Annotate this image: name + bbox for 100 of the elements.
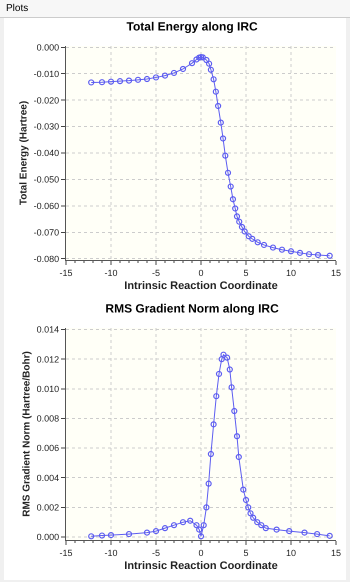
point bbox=[234, 433, 240, 440]
point bbox=[212, 88, 219, 95]
point bbox=[250, 514, 256, 521]
point bbox=[306, 251, 312, 258]
point bbox=[206, 480, 212, 487]
point bbox=[108, 78, 114, 85]
text: Plots bbox=[0, 0, 350, 18]
y-tick-label: -0.020 bbox=[34, 95, 60, 106]
point bbox=[226, 366, 233, 373]
point bbox=[210, 76, 217, 82]
point bbox=[247, 510, 254, 516]
point bbox=[296, 250, 304, 256]
point bbox=[210, 421, 217, 428]
point bbox=[213, 393, 220, 400]
point bbox=[162, 72, 168, 79]
y-tick-label: -0.050 bbox=[34, 174, 60, 185]
x-tick-label: 5 bbox=[243, 268, 249, 278]
x-axis-title: Intrinsic Reaction Coordinate bbox=[124, 280, 278, 292]
y-tick-label: -0.080 bbox=[34, 254, 60, 264]
point bbox=[245, 504, 252, 510]
point bbox=[162, 525, 168, 532]
x-tick-label: -15 bbox=[59, 548, 73, 558]
point bbox=[230, 196, 236, 202]
point bbox=[216, 370, 222, 378]
y-tick-label: 0.008 bbox=[36, 414, 60, 424]
y-axis-title: RMS Gradient Norm (Hartree/Bohr) bbox=[22, 351, 33, 517]
y-axis-title: Total Energy (Hartree) bbox=[18, 100, 30, 206]
point bbox=[198, 533, 204, 540]
x-axis-title: Intrinsic Reaction Coordinate bbox=[124, 560, 278, 572]
point bbox=[193, 56, 200, 63]
point bbox=[278, 246, 286, 253]
point bbox=[314, 252, 322, 258]
point bbox=[218, 356, 225, 362]
point bbox=[215, 102, 222, 110]
point bbox=[88, 79, 94, 86]
point bbox=[152, 74, 160, 81]
point bbox=[144, 76, 150, 82]
point bbox=[326, 532, 333, 539]
point bbox=[254, 519, 260, 526]
point bbox=[242, 228, 248, 235]
point bbox=[208, 66, 214, 73]
chart-title: Total Energy along IRC bbox=[126, 20, 258, 34]
y-tick-label: 0.014 bbox=[36, 324, 60, 335]
point bbox=[126, 78, 132, 84]
x-tick-label: 10 bbox=[286, 548, 296, 558]
y-tick-label: -0.070 bbox=[34, 227, 60, 238]
x-tick-label: -5 bbox=[152, 268, 160, 278]
point bbox=[231, 408, 238, 414]
point bbox=[249, 236, 256, 242]
x-tick-label: 0 bbox=[198, 548, 204, 558]
point bbox=[236, 454, 242, 460]
x-tick-label: 5 bbox=[243, 548, 249, 558]
point bbox=[180, 519, 186, 526]
point bbox=[258, 522, 264, 528]
point bbox=[170, 522, 178, 528]
point bbox=[224, 170, 232, 176]
point bbox=[206, 60, 212, 67]
point bbox=[286, 528, 292, 534]
y-tick-label: 0.002 bbox=[36, 502, 60, 513]
point bbox=[108, 532, 114, 538]
point bbox=[200, 522, 207, 528]
x-tick-label: 15 bbox=[330, 268, 342, 278]
point bbox=[203, 504, 210, 510]
point bbox=[228, 183, 234, 190]
point bbox=[232, 205, 238, 212]
point bbox=[301, 529, 308, 536]
point bbox=[196, 526, 202, 533]
point bbox=[126, 530, 132, 538]
y-tick-label: 0.010 bbox=[36, 384, 60, 394]
point bbox=[200, 54, 206, 60]
point bbox=[242, 496, 250, 504]
point bbox=[208, 450, 214, 458]
x-tick-label: -15 bbox=[59, 268, 73, 278]
point bbox=[326, 252, 333, 259]
point bbox=[314, 530, 320, 538]
point bbox=[170, 70, 178, 76]
x-tick-label: 10 bbox=[286, 268, 296, 278]
y-tick-label: 0.012 bbox=[36, 354, 60, 364]
point bbox=[220, 135, 226, 142]
x-tick-label: -10 bbox=[104, 268, 118, 278]
point bbox=[152, 528, 160, 534]
point bbox=[203, 56, 210, 64]
point bbox=[234, 213, 240, 220]
point bbox=[270, 244, 276, 251]
point bbox=[260, 242, 268, 248]
point bbox=[274, 526, 280, 533]
point bbox=[238, 224, 246, 230]
point bbox=[98, 79, 106, 86]
point bbox=[134, 76, 142, 83]
y-tick-label: -0.010 bbox=[34, 68, 60, 79]
point bbox=[188, 60, 196, 66]
point bbox=[236, 218, 242, 225]
point bbox=[254, 239, 261, 246]
y-tick-label: -0.040 bbox=[34, 148, 60, 158]
point bbox=[180, 66, 186, 72]
point bbox=[196, 54, 202, 61]
point bbox=[187, 518, 194, 524]
point bbox=[98, 532, 106, 539]
point bbox=[116, 78, 124, 84]
y-tick-label: 0.000 bbox=[36, 42, 60, 52]
